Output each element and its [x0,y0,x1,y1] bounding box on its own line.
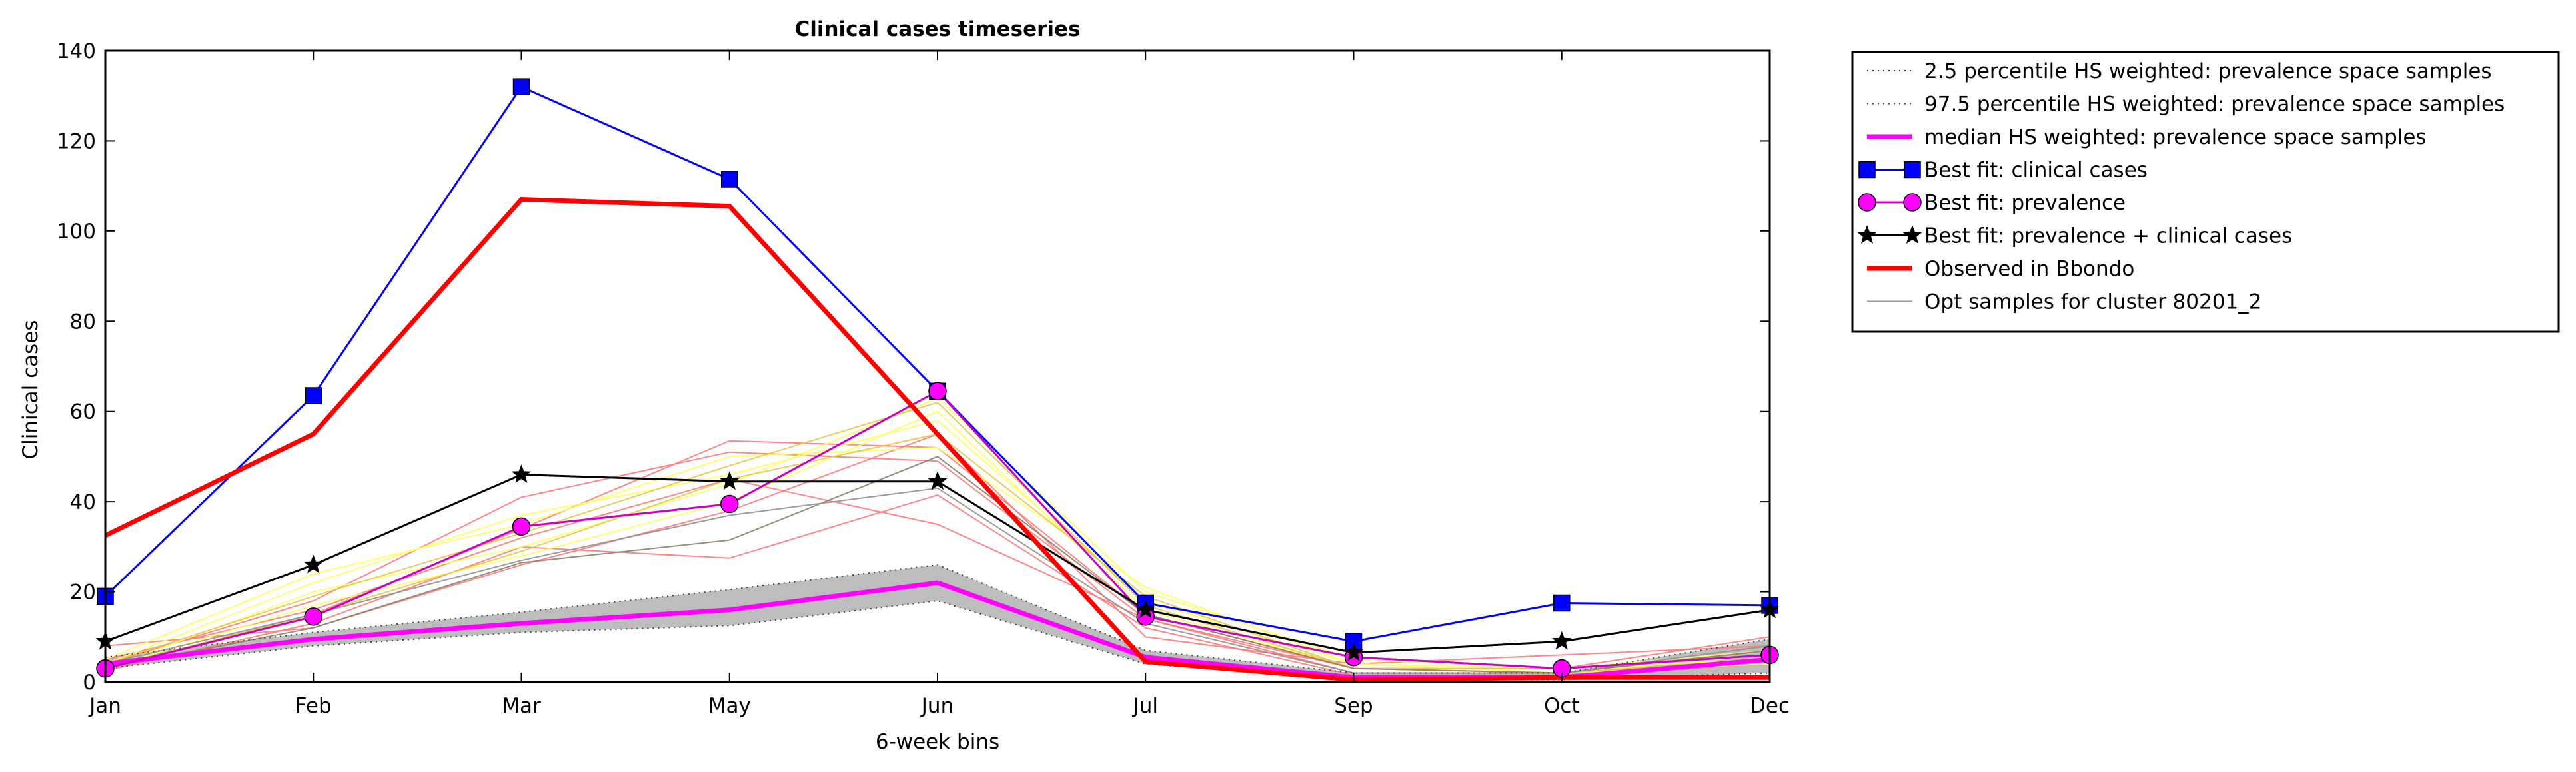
legend-marker-end-5 [1902,225,1922,244]
x-tick-label: Jun [920,694,954,718]
series-4-point-4 [928,382,947,400]
series-5-point-3 [720,471,740,490]
y-tick-label: 60 [70,400,96,424]
series-5-point-1 [303,554,323,574]
series-3-point-2 [512,78,530,95]
series-3-point-1 [305,387,322,404]
y-tick-label: 40 [70,490,96,514]
legend-marker-end-3 [1904,161,1921,179]
series-3-point-3 [721,171,738,188]
series-line-1 [105,564,1770,674]
legend-label: Best fit: clinical cases [1924,159,2148,183]
series-line-3 [105,85,1770,643]
legend-marker-start-3 [1858,161,1876,179]
series-4-point-1 [304,607,322,626]
series-5-point-2 [511,464,532,483]
series-line-6 [105,196,1770,682]
x-tick-label: Oct [1544,694,1580,718]
x-tick-label: Jan [88,694,121,718]
legend-label: Best fit: prevalence [1924,191,2126,215]
y-tick-label: 140 [57,39,96,63]
legend-marker-start-4 [1858,193,1876,212]
legend-box [1851,51,2560,333]
plot-area: 0 20 40 60 80 100 120 140 Jan Feb Mar May Jun Jul Sep O… [57,39,1790,718]
series-3-point-7 [1553,594,1571,612]
x-axis-label: 6-week bins [876,730,999,754]
y-tick-label: 120 [57,129,96,153]
x-tick-label: Dec [1750,694,1790,718]
y-tick-label: 20 [70,581,96,605]
series-5-point-5 [1135,599,1155,619]
sample-line-6 [105,420,1770,674]
series-5-point-4 [928,471,948,490]
sample-line-12 [105,487,1770,674]
chart-title: Clinical cases timeseries [794,17,1080,41]
sample-line-11 [105,456,1770,674]
legend-label: 2.5 percentile HS weighted: prevalence s… [1924,59,2492,83]
y-tick-label: 100 [57,220,96,244]
legend-label: 97.5 percentile HS weighted: prevalence … [1924,93,2505,117]
legend-label: Opt samples for cluster 80201_2 [1924,290,2261,314]
series-5-point-7 [1552,631,1572,650]
sample-line-10 [105,402,1770,669]
legend-marker-end-4 [1903,193,1922,212]
y-tick-label: 80 [70,310,96,334]
x-tick-label: Feb [295,694,332,718]
series-5-point-6 [1343,642,1364,661]
legend-label: Observed in Bbondo [1924,257,2134,281]
series-group [105,85,1770,682]
x-tick-label: Sep [1334,694,1373,718]
legend-label: median HS weighted: prevalence space sam… [1924,125,2427,149]
legend: 2.5 percentile HS weighted: prevalence s… [1851,51,2560,333]
x-tick-label: May [708,694,751,718]
legend-label: Best fit: prevalence + clinical cases [1924,224,2292,248]
x-tick-label: Jul [1132,694,1158,718]
x-tick-label: Mar [502,694,541,718]
y-axis-label: Clinical cases [19,320,43,459]
y-tick-label: 0 [83,671,96,695]
series-4-point-3 [720,494,739,514]
sample-line-8 [105,446,1770,669]
series-4-point-2 [512,517,531,536]
legend-marker-start-5 [1857,225,1877,244]
